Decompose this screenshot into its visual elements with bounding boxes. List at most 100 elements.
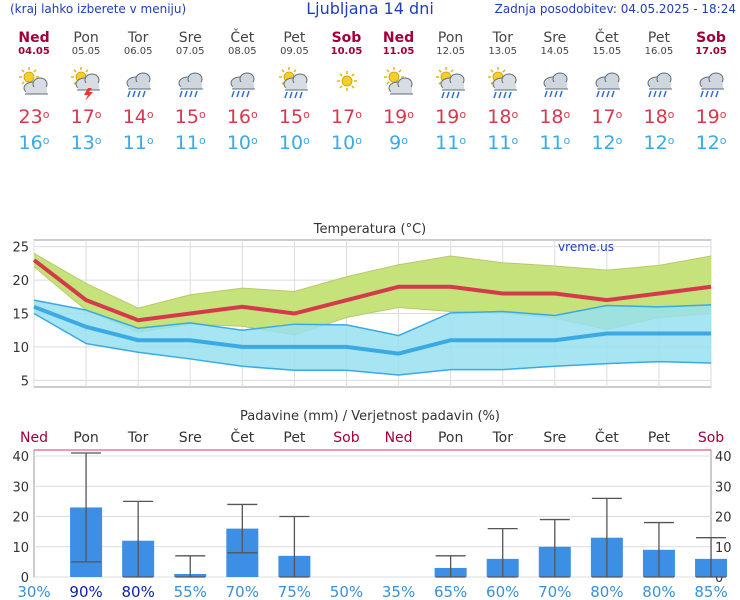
- precip-probability: 80%: [642, 583, 675, 600]
- day-column: Sre 07.05 15o 11o: [164, 30, 216, 154]
- precip-probability: 35%: [382, 583, 415, 600]
- sun-cloud-rain-icon: [268, 66, 320, 100]
- day-name: Sob: [331, 30, 362, 46]
- precip-day-label: Sre: [179, 430, 202, 446]
- day-column: Ned 04.05 23o 16o: [8, 30, 60, 154]
- last-update: Zadnja posodobitev: 04.05.2025 - 18:24: [494, 2, 736, 16]
- day-date: 16.05: [644, 46, 674, 57]
- cloud-rain-icon: [581, 66, 633, 100]
- min-temp: 13o: [70, 132, 102, 154]
- location-menu-note: (kraj lahko izberete v meniju): [10, 2, 187, 16]
- min-temp: 11o: [122, 132, 154, 154]
- precip-probability: 80%: [121, 583, 154, 600]
- min-temp-range-upper: [33, 299, 712, 337]
- max-temp: 17o: [591, 106, 623, 128]
- day-column: Čet 15.05 17o 12o: [581, 30, 633, 154]
- precip-probability: 30%: [17, 583, 50, 600]
- precip-probability: 85%: [694, 583, 727, 600]
- precip-y-tick-right: 30: [715, 480, 732, 495]
- day-column: Sob 10.05 17o 10o: [320, 30, 372, 154]
- day-date: 07.05: [175, 46, 205, 57]
- precip-probability: 70%: [226, 583, 259, 600]
- max-temp: 14o: [122, 106, 154, 128]
- day-column: Sre 14.05 18o 11o: [529, 30, 581, 154]
- max-temp: 17o: [331, 106, 362, 128]
- max-temp: 17o: [70, 106, 102, 128]
- day-column: Tor 13.05 18o 11o: [477, 30, 529, 154]
- min-temp: 11o: [539, 132, 571, 154]
- min-temp: 11o: [435, 132, 467, 154]
- precip-day-label: Sre: [543, 430, 566, 446]
- day-name: Pet: [283, 30, 306, 46]
- precip-y-tick-right: 0: [715, 571, 723, 586]
- day-date: 14.05: [540, 46, 570, 57]
- page-title: Ljubljana 14 dni: [306, 0, 434, 18]
- temp-chart-title: Temperatura (°C): [313, 222, 426, 237]
- temperature-chart: Temperatura (°C) 5 10 15 20 25 vreme.us: [12, 222, 712, 389]
- precip-probability: 60%: [486, 583, 519, 600]
- max-temp: 19o: [695, 106, 727, 128]
- day-name: Čet: [594, 30, 619, 46]
- day-column: Pon 12.05 19o 11o: [425, 30, 477, 154]
- partly-cloudy-icon: [373, 66, 425, 100]
- precip-chart-title: Padavine (mm) / Verjetnost padavin (%): [240, 409, 500, 424]
- temp-y-tick: 15: [12, 308, 29, 323]
- day-date: 04.05: [18, 46, 50, 57]
- day-name: Sob: [696, 30, 726, 46]
- precip-day-label: Pon: [438, 430, 463, 446]
- precip-y-tick-right: 20: [715, 511, 732, 526]
- precip-day-label: Ned: [20, 430, 48, 446]
- precip-probability: 65%: [434, 583, 467, 600]
- cloud-rain-icon: [685, 66, 737, 100]
- precip-y-tick-left: 0: [21, 571, 29, 586]
- min-temp: 9o: [389, 132, 408, 154]
- max-temp: 18o: [487, 106, 519, 128]
- max-temp: 18o: [539, 106, 571, 128]
- day-date: 15.05: [592, 46, 622, 57]
- min-temp: 10o: [278, 132, 310, 154]
- cloud-rain-icon: [529, 66, 581, 100]
- precip-day-label: Tor: [491, 430, 513, 446]
- precip-day-label: Pet: [283, 430, 306, 446]
- precip-probability: 90%: [69, 583, 102, 600]
- sun-cloud-rain-icon: [425, 66, 477, 100]
- max-temp-line: [32, 258, 712, 323]
- watermark: vreme.us: [558, 240, 614, 254]
- min-temp: 12o: [591, 132, 623, 154]
- precip-probability: 55%: [174, 583, 207, 600]
- day-name: Tor: [127, 30, 149, 46]
- precipitation-chart: Padavine (mm) / Verjetnost padavin (%) Ne…: [12, 409, 732, 600]
- day-column: Sob 17.05 19o 12o: [685, 30, 737, 154]
- max-temp: 16o: [226, 106, 258, 128]
- sun-cloud-rain-icon: [477, 66, 529, 100]
- sun-cloud-thunder-icon: [60, 66, 112, 100]
- precip-day-label: Pon: [73, 430, 98, 446]
- day-date: 09.05: [280, 46, 309, 57]
- min-temp: 12o: [643, 132, 675, 154]
- day-column: Tor 06.05 14o 11o: [112, 30, 164, 154]
- day-name: Pon: [73, 30, 99, 46]
- cloud-rain-icon: [216, 66, 268, 100]
- cloud-rain-icon: [112, 66, 164, 100]
- day-date: 05.05: [71, 46, 101, 57]
- min-temp: 12o: [695, 132, 727, 154]
- max-temp: 19o: [383, 106, 414, 128]
- day-name: Ned: [18, 30, 50, 46]
- day-date: 10.05: [330, 46, 363, 57]
- day-name: Sre: [178, 30, 202, 46]
- cloud-rain-icon: [164, 66, 216, 100]
- min-temp: 11o: [487, 132, 519, 154]
- max-temp-range-band-upper: [33, 252, 712, 309]
- day-name: Ned: [382, 30, 415, 46]
- max-temp: 15o: [278, 106, 310, 128]
- precip-probability: 75%: [278, 583, 311, 600]
- min-temp: 16o: [18, 132, 50, 154]
- max-temp: 18o: [643, 106, 675, 128]
- day-date: 08.05: [227, 46, 257, 57]
- precip-y-tick-right: 40: [715, 450, 732, 465]
- day-name: Pon: [437, 30, 464, 46]
- day-date: 17.05: [695, 46, 727, 57]
- precip-day-label: Tor: [127, 430, 149, 446]
- precip-probability: 70%: [538, 583, 571, 600]
- day-column: Ned 11.05 19o 9o: [373, 30, 425, 154]
